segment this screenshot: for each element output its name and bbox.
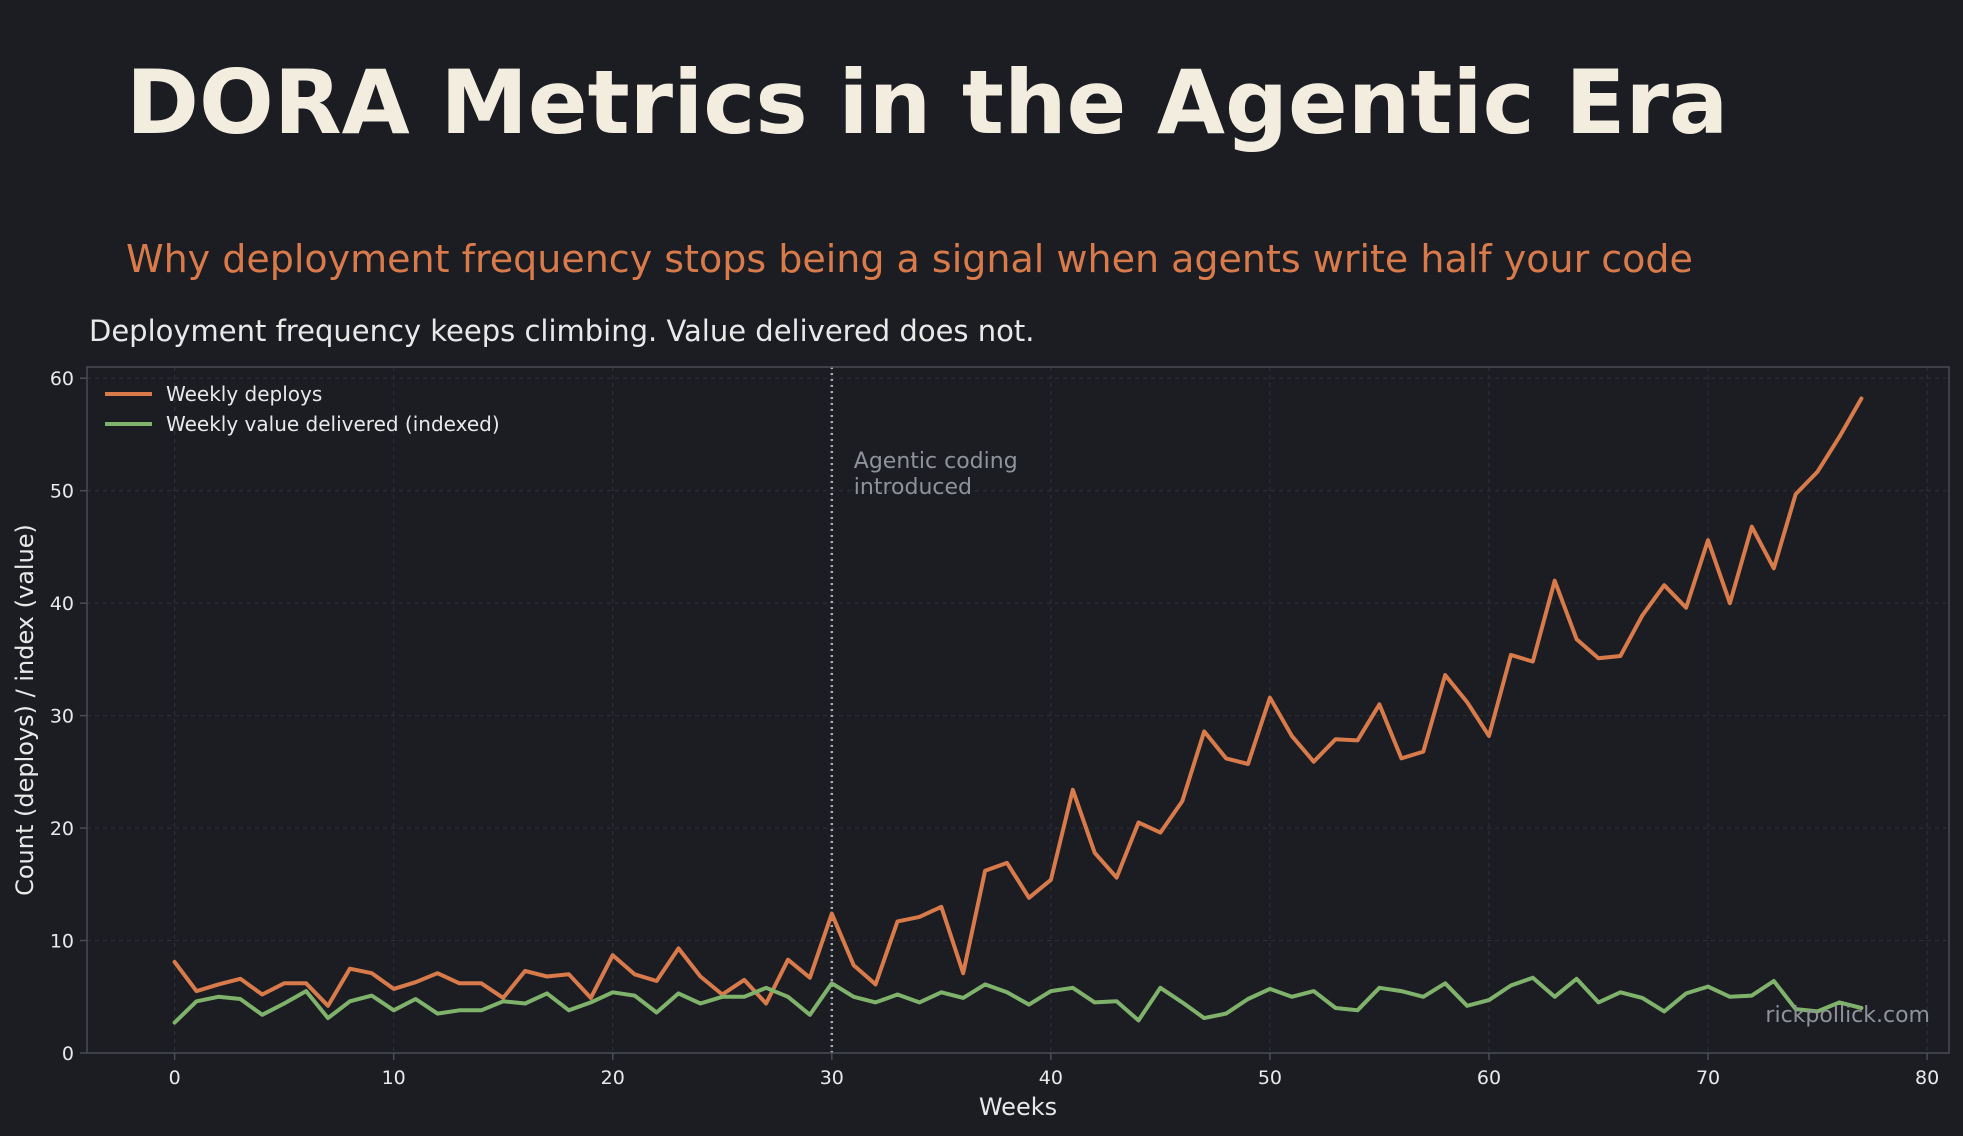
series-line-weekly-value (172, 975, 1864, 1025)
x-tick-label: 20 (601, 1067, 625, 1089)
legend-label: Weekly value delivered (indexed) (166, 412, 500, 436)
page-title: DORA Metrics in the Agentic Era (126, 51, 1728, 154)
y-tick-label: 20 (50, 818, 74, 840)
x-tick-label: 50 (1258, 1067, 1282, 1089)
chart-title: Deployment frequency keeps climbing. Val… (89, 314, 1034, 348)
series-layer (172, 396, 1864, 1025)
x-tick-label: 40 (1039, 1067, 1063, 1089)
watermark: rickpollick.com (1765, 1003, 1930, 1028)
annotation-label: Agentic coding (854, 449, 1018, 474)
series-line-weekly-deploys (172, 396, 1864, 1008)
y-tick-label: 30 (50, 706, 74, 728)
x-axis-label: Weeks (979, 1093, 1057, 1121)
plot-frame (86, 366, 1950, 1054)
page-subtitle: Why deployment frequency stops being a s… (126, 237, 1693, 281)
y-axis-label: Count (deploys) / index (value) (11, 524, 39, 896)
y-tick-label: 40 (50, 593, 74, 615)
y-tick-label: 50 (50, 481, 74, 503)
x-tick-label: 30 (820, 1067, 844, 1089)
x-tick-label: 0 (169, 1067, 181, 1089)
y-tick-label: 60 (50, 368, 74, 390)
x-tick-label: 10 (382, 1067, 406, 1089)
x-tick-label: 80 (1915, 1067, 1939, 1089)
annotation-label: introduced (854, 475, 972, 500)
y-tick-label: 10 (50, 931, 74, 953)
legend-label: Weekly deploys (166, 382, 322, 406)
x-tick-label: 60 (1477, 1067, 1501, 1089)
y-tick-label: 0 (62, 1043, 74, 1065)
legend: Weekly deploys Weekly value delivered (in… (105, 382, 500, 436)
x-tick-label: 70 (1696, 1067, 1720, 1089)
axis-ticks: 0 10 20 30 40 50 60 70 80 0 10 20 30 40 50 60 (50, 368, 1939, 1089)
